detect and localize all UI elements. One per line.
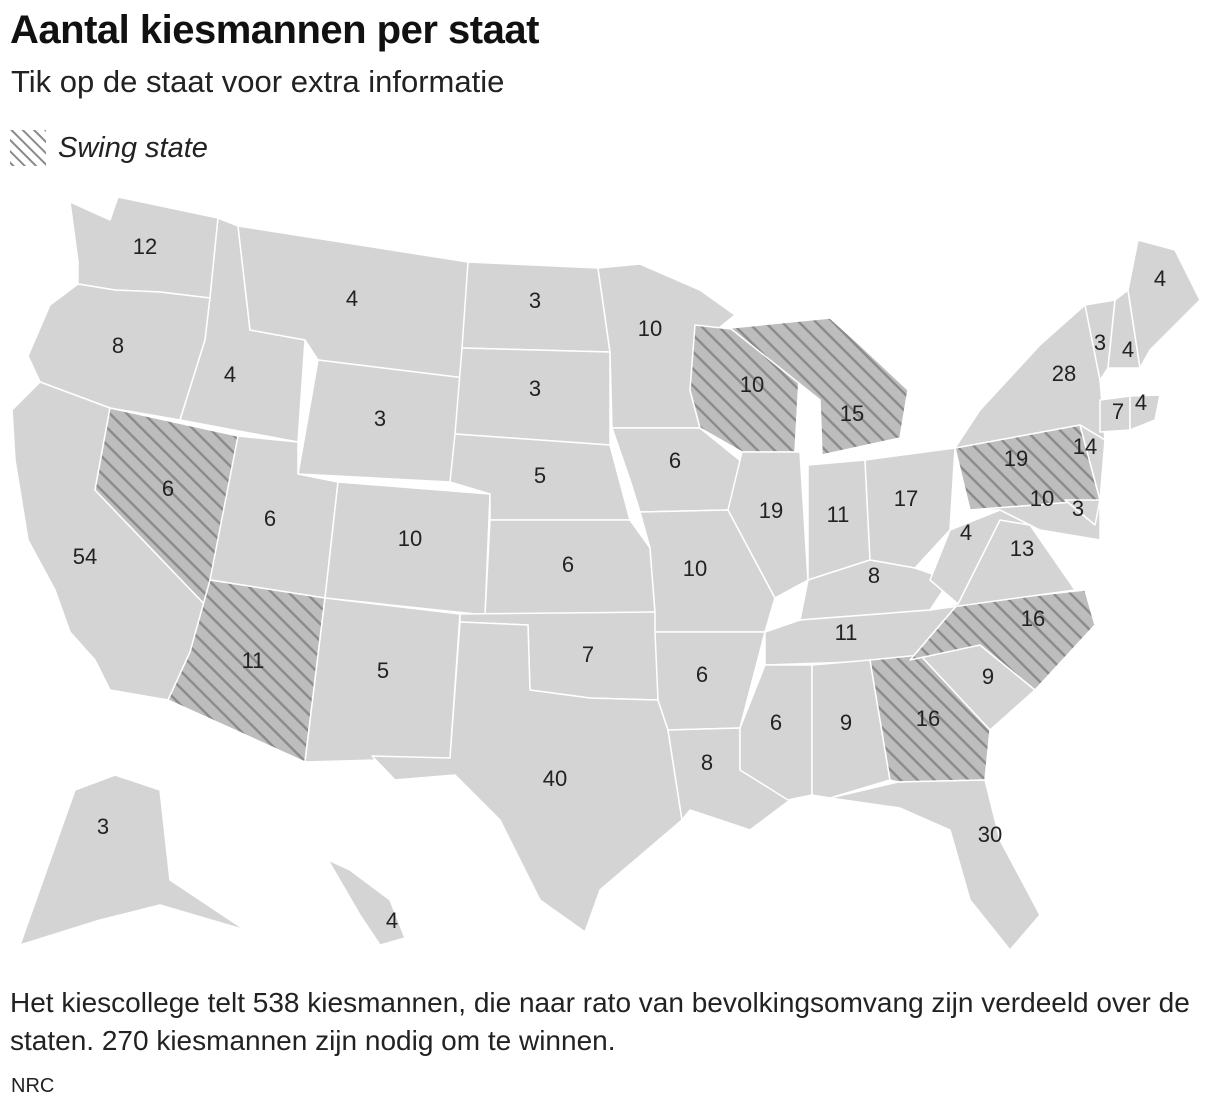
state-de[interactable] xyxy=(1064,499,1101,526)
state-ct[interactable] xyxy=(1099,395,1131,433)
states-layer xyxy=(11,196,1201,951)
state-co[interactable] xyxy=(324,481,491,616)
state-ak[interactable] xyxy=(19,774,246,946)
state-hi[interactable] xyxy=(327,859,406,946)
state-az[interactable] xyxy=(167,579,326,763)
state-fl[interactable] xyxy=(829,779,1041,951)
state-nd[interactable] xyxy=(461,261,611,353)
state-mi[interactable] xyxy=(729,317,909,456)
source-credit: NRC xyxy=(11,1075,55,1097)
state-sd[interactable] xyxy=(454,347,611,446)
state-ri[interactable] xyxy=(1129,394,1161,431)
legend-swing-label: Swing state xyxy=(58,131,208,164)
state-ks[interactable] xyxy=(484,519,656,616)
state-in[interactable] xyxy=(807,459,871,581)
state-nj[interactable] xyxy=(1079,424,1106,501)
page-subtitle: Tik op de staat voor extra informatie xyxy=(11,64,505,99)
state-al[interactable] xyxy=(811,659,891,799)
state-wy[interactable] xyxy=(297,359,466,483)
footnote: Het kiescollege telt 538 kiesmannen, die… xyxy=(10,987,1190,1056)
page-title: Aantal kiesmannen per staat xyxy=(10,8,539,52)
state-nm[interactable] xyxy=(304,597,461,763)
legend: Swing state xyxy=(10,130,208,166)
state-me[interactable] xyxy=(1127,239,1201,369)
state-wa[interactable] xyxy=(69,196,219,299)
us-map: 1285464436111053356740106106810191511178… xyxy=(11,196,1201,951)
state-oh[interactable] xyxy=(864,447,956,569)
state-il[interactable] xyxy=(727,451,809,599)
state-tx[interactable] xyxy=(371,621,683,933)
swing-state-swatch xyxy=(10,130,46,166)
